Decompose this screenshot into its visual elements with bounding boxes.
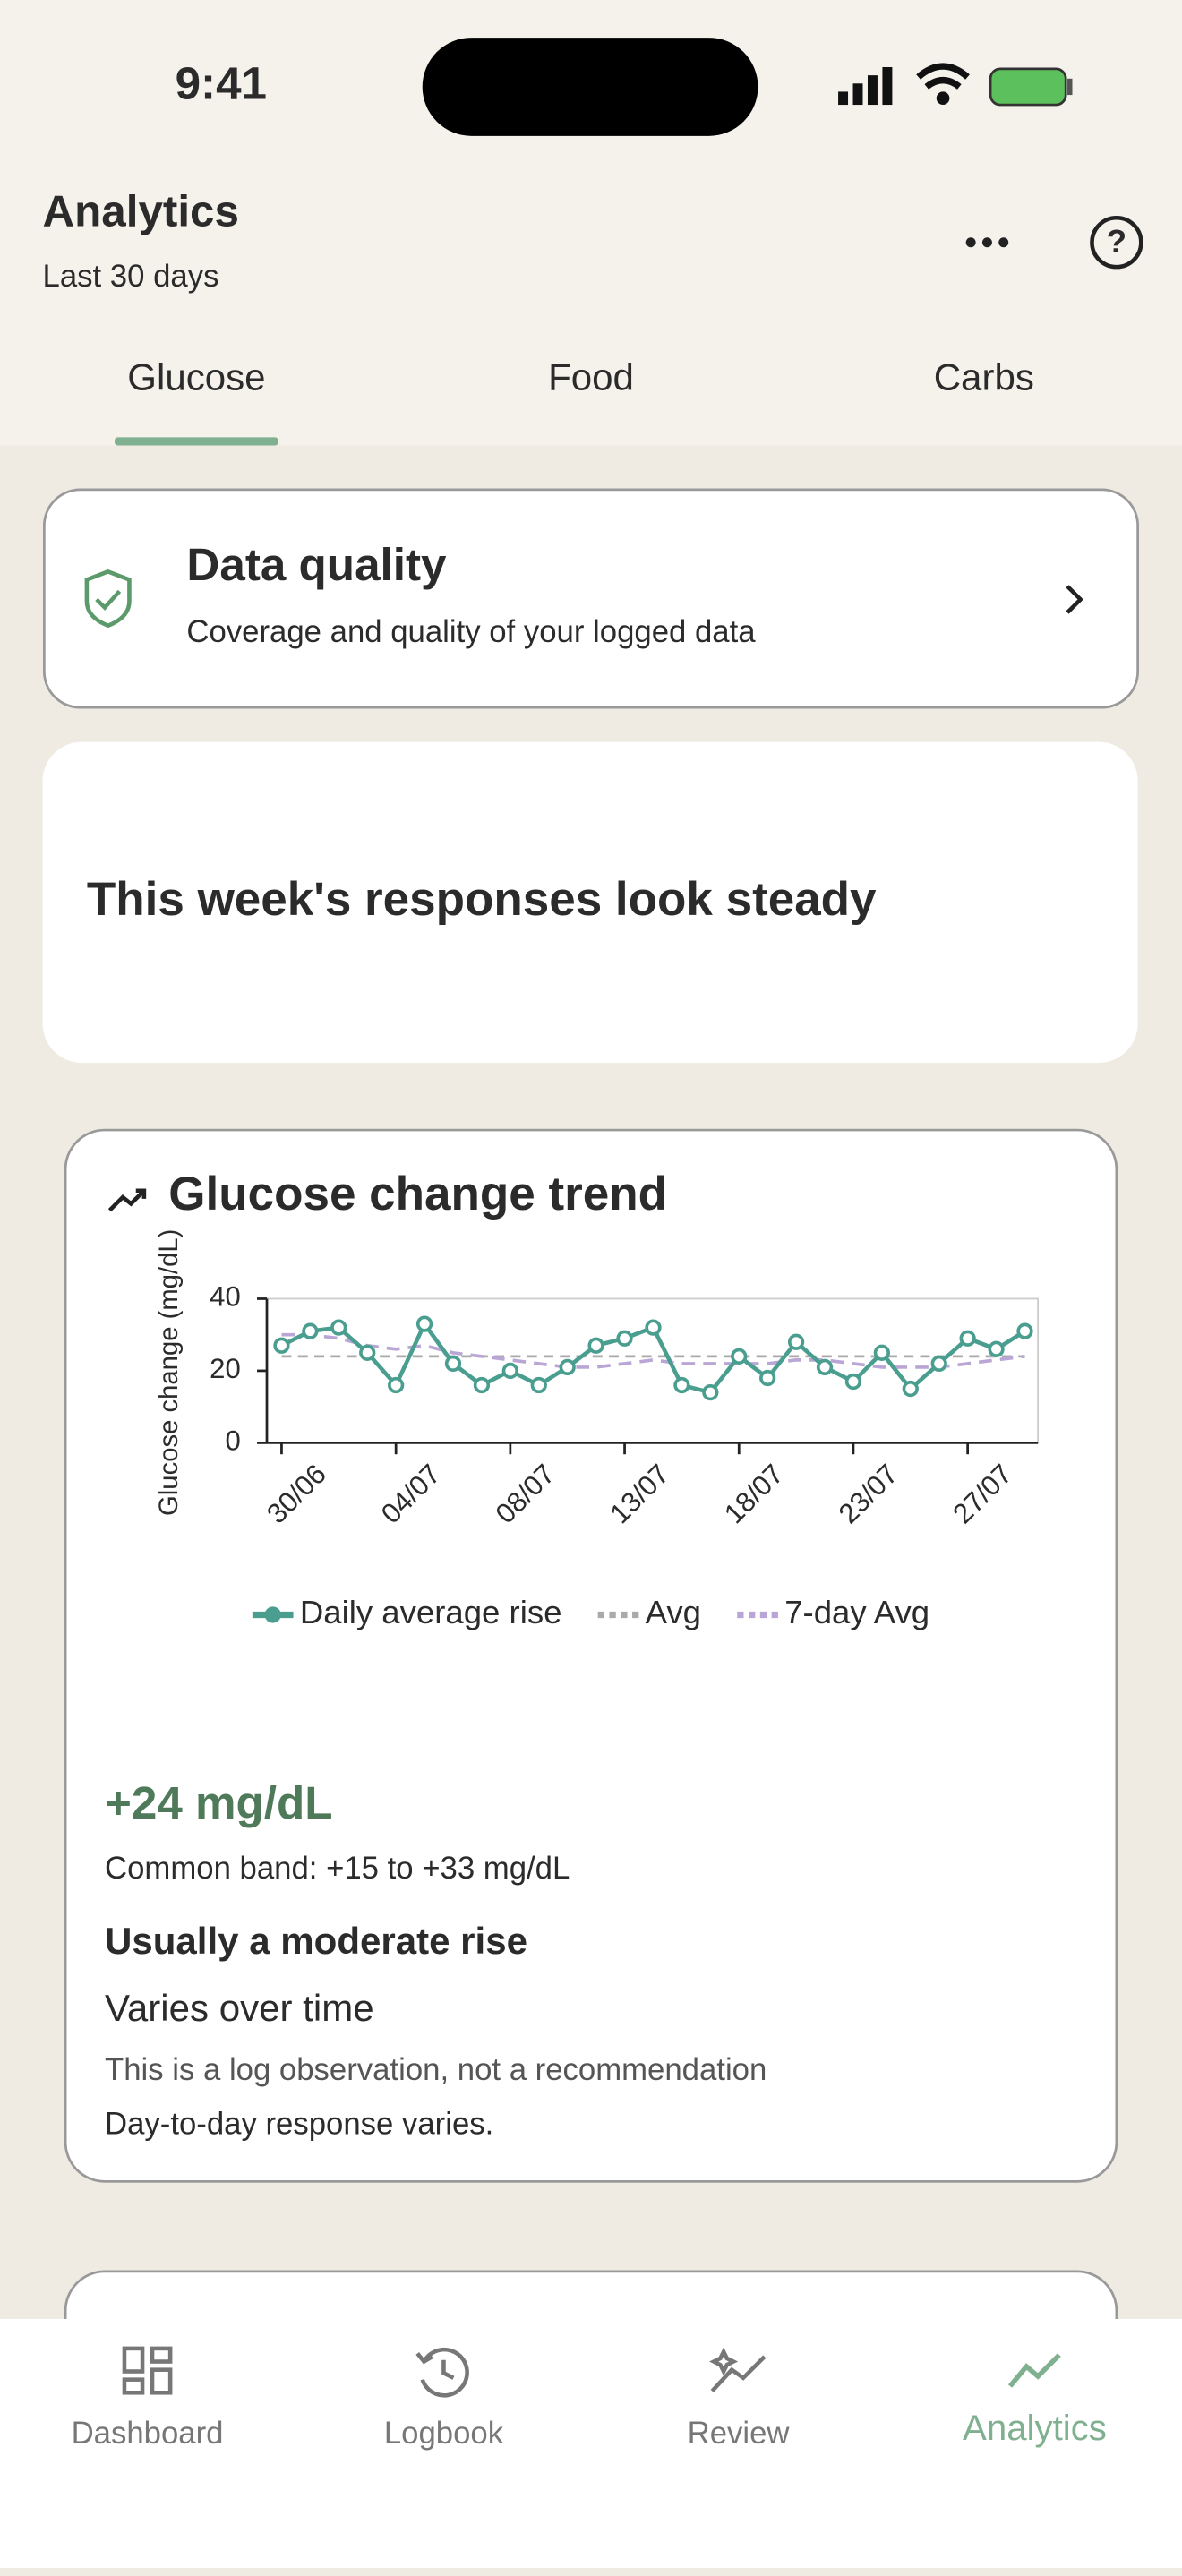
insight-title: This week's responses look steady (87, 873, 877, 926)
nav-item[interactable]: Dashboard (72, 2417, 224, 2451)
note: Day-to-day response varies. (105, 2107, 493, 2141)
point (702, 1383, 719, 1401)
point (415, 1315, 433, 1332)
more-button[interactable] (965, 237, 1009, 248)
point (930, 1355, 947, 1373)
data-quality-card[interactable]: Data quality Coverage and quality of you… (42, 488, 1140, 709)
page-title: Analytics (43, 187, 239, 236)
point (388, 1376, 405, 1394)
legend-dot (264, 1606, 281, 1623)
point (559, 1358, 576, 1376)
card-subtitle: Coverage and quality of your logged data (186, 615, 756, 649)
disclaimer: This is a log observation, not a recomme… (105, 2053, 767, 2087)
point (501, 1362, 518, 1380)
series-line (281, 1332, 1025, 1369)
tab[interactable]: Carbs (934, 355, 1034, 398)
battery (989, 67, 1067, 107)
point (302, 1322, 319, 1339)
tab-indicator (114, 437, 278, 446)
nav-icon (122, 2346, 173, 2395)
point (844, 1373, 862, 1391)
nav-icon (709, 2347, 767, 2393)
tab-bar (0, 2318, 1182, 2568)
point (359, 1344, 376, 1361)
wifi (916, 63, 970, 90)
trend-icon (107, 1188, 147, 1212)
card-title: Glucose change trend (168, 1168, 667, 1220)
time: 9:41 (176, 57, 267, 108)
point (616, 1330, 633, 1347)
tab[interactable]: Food (548, 355, 634, 398)
help-button[interactable]: ? (1090, 215, 1143, 270)
band: Common band: +15 to +33 mg/dL (105, 1852, 570, 1886)
point (587, 1337, 604, 1354)
point (273, 1337, 290, 1354)
y-axis-label: Glucose change (mg/dL) (155, 1229, 184, 1516)
nav-item[interactable]: Logbook (384, 2417, 504, 2451)
point (645, 1319, 662, 1336)
y-tick-label: 0 (225, 1425, 240, 1457)
point (731, 1348, 748, 1365)
page-subtitle: Last 30 days (43, 260, 219, 294)
point (902, 1380, 919, 1398)
point (959, 1330, 976, 1347)
tab[interactable]: Glucose (127, 355, 265, 398)
legend-label: Avg (646, 1594, 701, 1630)
variation: Varies over time (105, 1987, 374, 2029)
legend-label: 7-day Avg (784, 1594, 929, 1630)
point (473, 1376, 491, 1394)
svg-text:?: ? (1107, 223, 1126, 260)
point (673, 1376, 690, 1394)
point (988, 1340, 1005, 1357)
trend-card (64, 1128, 1118, 2183)
insight-card (42, 741, 1138, 1064)
battery-cap (1067, 78, 1073, 96)
nav-item[interactable]: Review (688, 2417, 791, 2451)
summary: Usually a moderate rise (105, 1920, 527, 1962)
point (444, 1355, 462, 1373)
y-tick-label: 40 (210, 1281, 241, 1313)
stat: +24 mg/dL (105, 1777, 333, 1828)
card-title: Data quality (186, 539, 447, 590)
signal (838, 66, 893, 106)
point (530, 1376, 547, 1394)
point (330, 1319, 347, 1336)
wifi-dot (936, 91, 950, 106)
point (787, 1333, 805, 1350)
point (1016, 1322, 1033, 1339)
point (816, 1358, 834, 1376)
nav-icon (1007, 2353, 1061, 2388)
point (873, 1344, 891, 1361)
legend-label: Daily average rise (300, 1594, 562, 1630)
nav-item[interactable]: Analytics (963, 2408, 1107, 2448)
point (759, 1369, 776, 1387)
y-tick-label: 20 (210, 1353, 241, 1384)
nav-icon (415, 2347, 469, 2398)
dynamic-island (422, 38, 758, 136)
